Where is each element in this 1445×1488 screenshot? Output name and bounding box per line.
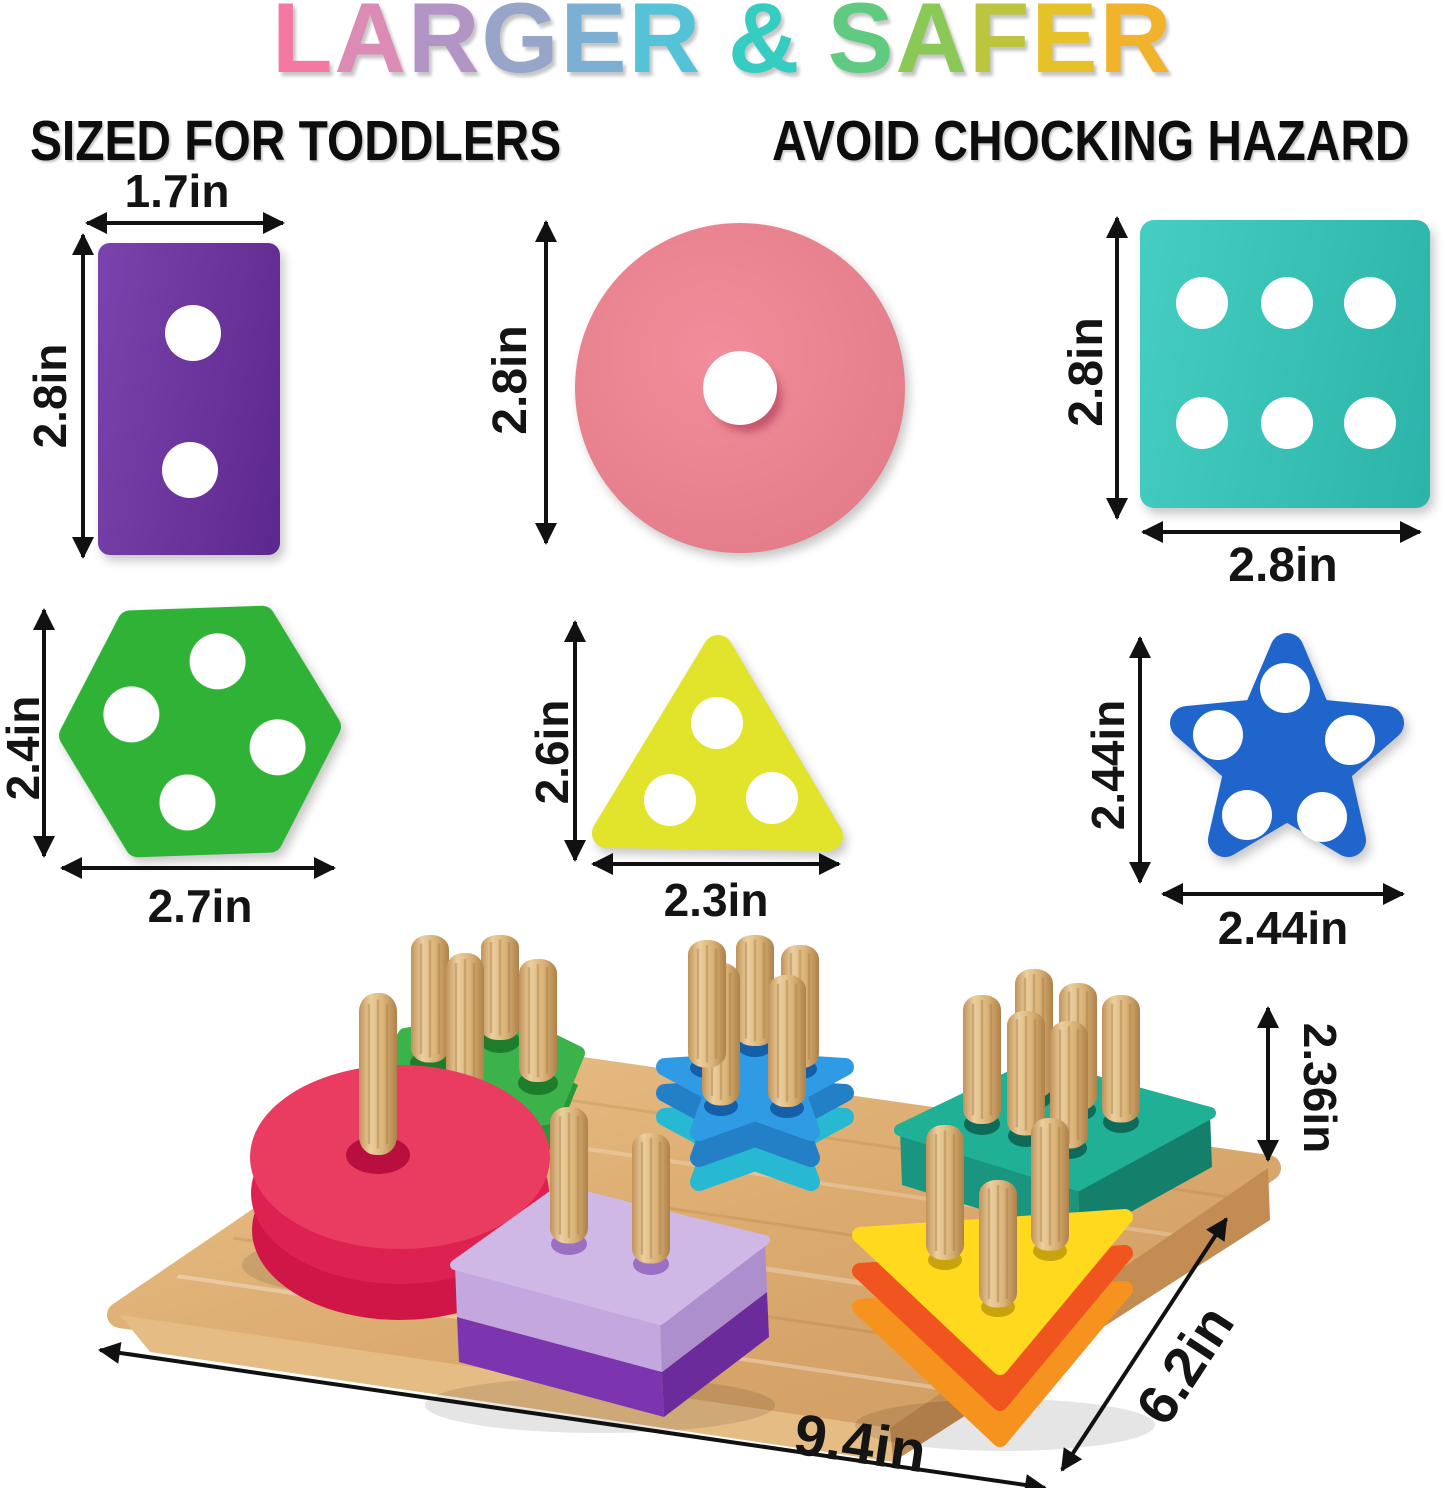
blue-star-shape [1170, 633, 1404, 857]
wooden-peg [766, 973, 808, 1109]
wooden-peg [1005, 1009, 1047, 1137]
board-height-arrow [1257, 1006, 1279, 1162]
title-letter: R [407, 0, 482, 93]
title-letter: L [271, 0, 335, 93]
star-width-label: 2.44in [1217, 902, 1349, 954]
peg-hole [1261, 397, 1313, 449]
triangle-width-arrow [591, 853, 841, 875]
triangle-height-arrow [564, 620, 586, 862]
board-height-label: 2.36in [1294, 1022, 1346, 1154]
toy-board-photo [107, 933, 1281, 1462]
blue-star-stack [656, 933, 854, 1191]
peg-hole [1176, 277, 1228, 329]
board-front-face [120, 1315, 893, 1462]
rectangle-width-arrow [85, 212, 285, 234]
hexagon-width-label: 2.7in [147, 880, 253, 932]
title-letter: S [827, 0, 896, 93]
triangle-height-label: 2.6in [526, 699, 578, 805]
square-height-label: 2.8in [1060, 317, 1113, 427]
peg-hole [162, 442, 218, 498]
star-height-arrow [1129, 636, 1151, 884]
peg-hole [1222, 790, 1272, 840]
peg-hole [1176, 397, 1228, 449]
wooden-peg [1100, 993, 1142, 1124]
wooden-peg [961, 993, 1003, 1126]
rectangle-width-label: 1.7in [124, 165, 230, 217]
peg-hole [1260, 663, 1310, 713]
hexagon-width-arrow [60, 857, 336, 879]
peg-hole [703, 351, 777, 425]
peg-hole [644, 774, 696, 826]
title-letter: E [560, 0, 629, 93]
peg-hole [1344, 397, 1396, 449]
peg-hole [165, 305, 221, 361]
wooden-peg [686, 938, 728, 1069]
peg-hole [189, 633, 246, 690]
rectangle-height-label: 2.8in [24, 343, 76, 449]
peg-hole [1344, 277, 1396, 329]
peg-hole [1325, 715, 1375, 765]
triangle-width-label: 2.3in [663, 874, 769, 926]
hexagon-face [59, 605, 341, 858]
title-letter: & [727, 0, 802, 93]
peg-hole [1261, 277, 1313, 329]
rectangle-height-arrow [72, 233, 94, 559]
hexagon-height-label: 2.4in [0, 695, 49, 801]
wooden-peg [977, 1178, 1019, 1309]
square-width-label: 2.8in [1228, 539, 1338, 592]
star-width-arrow [1161, 883, 1405, 905]
title-letter: G [481, 0, 561, 93]
green-hexagon-shape [59, 605, 341, 858]
hexagon-height-arrow [33, 608, 55, 858]
title-letter: R [628, 0, 702, 93]
peg-hole [249, 719, 306, 776]
peg-hole [159, 774, 216, 831]
page-title: LARGER & SAFER [0, 0, 1445, 90]
wooden-peg [479, 933, 521, 1042]
square-width-arrow [1141, 521, 1422, 543]
wooden-peg [357, 991, 399, 1157]
yellow-triangle-shape [592, 635, 843, 851]
peg-hole [691, 697, 743, 749]
square-height-arrow [1106, 216, 1128, 520]
peg-hole [103, 686, 160, 743]
circle-height-arrow [535, 220, 557, 545]
title-letter: E [1031, 0, 1100, 93]
title-letter: A [334, 0, 408, 93]
purple-rectangle-shape [98, 243, 280, 555]
title-letter: R [1099, 0, 1174, 93]
wooden-peg [924, 1123, 966, 1262]
wooden-peg [409, 933, 451, 1064]
subtitle-right: AVOID CHOCKING HAZARD [772, 109, 1410, 173]
wooden-peg [630, 1131, 672, 1265]
peg-hole [1297, 792, 1347, 842]
peg-hole [1193, 710, 1243, 760]
purple-rectangle-stack [425, 1105, 775, 1433]
peg-hole [746, 772, 798, 824]
wooden-peg [548, 1105, 590, 1245]
pink-circle-shape [575, 223, 905, 553]
wooden-peg [517, 957, 559, 1084]
title-letter: F [969, 0, 1032, 93]
teal-square-shape [1140, 220, 1430, 508]
circle-height-label: 2.8in [484, 325, 537, 435]
wooden-peg [1029, 1116, 1071, 1252]
title-letter: A [895, 0, 970, 93]
subtitle-left: SIZED FOR TODDLERS [30, 109, 562, 173]
star-height-label: 2.44in [1082, 699, 1134, 831]
